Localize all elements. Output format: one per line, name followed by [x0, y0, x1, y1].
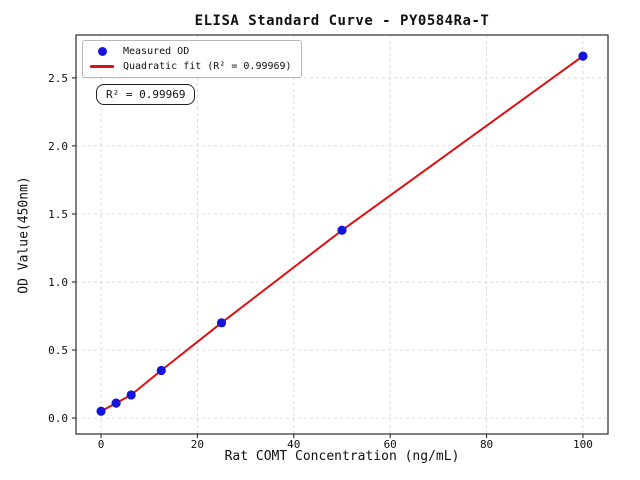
x-tick-label: 100 [573, 438, 593, 451]
x-tick-label: 20 [191, 438, 204, 451]
legend-label-measured-od: Measured OD [123, 46, 190, 57]
plot-border [75, 34, 609, 435]
data-point [126, 390, 136, 400]
y-axis-label: OD Value(450nm) [16, 176, 32, 294]
data-point [156, 365, 166, 376]
y-tick-label: 2.5 [48, 72, 68, 85]
x-axis-label: Rat COMT Concentration (ng/mL) [224, 449, 460, 464]
data-point [216, 318, 227, 328]
y-tick-label: 1.5 [48, 208, 68, 221]
scatter-marker-icon [97, 47, 107, 56]
legend-entry-quadratic-fit: Quadratic fit (R² = 0.99969) [90, 61, 292, 72]
data-point [96, 406, 106, 416]
r-squared-annotation: R² = 0.99969 [96, 84, 196, 105]
legend: Measured OD Quadratic fit (R² = 0.99969) [82, 40, 302, 78]
data-point [111, 398, 121, 408]
x-tick-label: 60 [384, 438, 397, 451]
chart-title: ELISA Standard Curve - PY0584Ra-T [194, 13, 490, 29]
y-tick-label: 2.0 [48, 140, 68, 153]
legend-entry-measured-od: Measured OD [90, 46, 292, 57]
x-tick-label: 40 [287, 438, 300, 451]
y-tick-label: 1.0 [48, 276, 68, 289]
legend-marker-area [90, 65, 114, 68]
legend-marker-area [90, 47, 114, 56]
data-point [337, 225, 347, 235]
x-tick-label: 0 [98, 438, 105, 451]
x-tick-label: 80 [480, 438, 493, 451]
y-tick-label: 0.5 [48, 344, 68, 357]
line-marker-icon [90, 65, 114, 68]
y-tick-label: 0.0 [48, 412, 68, 425]
legend-label-quadratic-fit: Quadratic fit (R² = 0.99969) [123, 61, 292, 72]
data-point [578, 51, 588, 61]
